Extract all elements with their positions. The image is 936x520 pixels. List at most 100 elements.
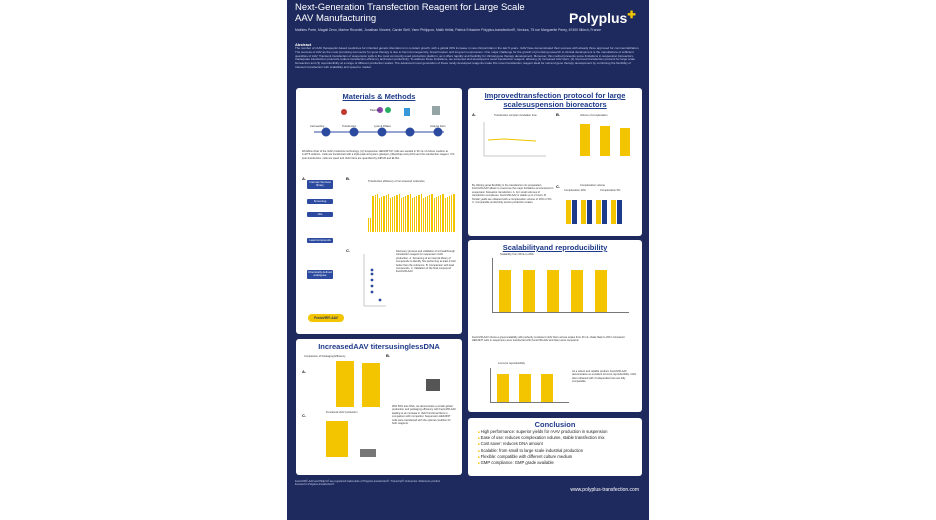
complexation-bar [566, 200, 571, 224]
scale-bar [571, 270, 583, 312]
label-c: C. [346, 248, 350, 253]
conclusion-item: Scalable: from small to large scale indu… [478, 448, 642, 454]
step-node [349, 127, 359, 137]
screening-bar [448, 196, 451, 232]
screening-bar [392, 197, 394, 232]
screening-bar [444, 198, 446, 232]
step-label: Cell seeding [310, 125, 325, 128]
label-a: A. [302, 176, 306, 181]
screening-bar [396, 195, 398, 232]
conclusion-panel: Conclusion High performance: superior yi… [468, 418, 642, 476]
lot-bar [519, 374, 531, 402]
abstract-text: The number of rAAV therapeutic-based med… [295, 47, 640, 69]
bar-group [581, 200, 592, 224]
chart-a-title: Comparison of Packaging Efficiency [304, 355, 346, 358]
screening-bar [400, 198, 402, 232]
screening-bar [416, 196, 418, 232]
complexation-bar [581, 200, 586, 224]
titers-panel: IncreasedAAV titersusinglessDNA A. Compa… [296, 339, 462, 475]
screening-bar [407, 195, 409, 232]
materials-text: Workflow chart of the rAAV production te… [302, 150, 455, 160]
screening-bar [368, 218, 370, 232]
footer-notes: FectoVIR®-AAV and PEIpro® are registered… [295, 480, 440, 487]
screening-bar [453, 194, 455, 232]
conclusion-title: Conclusion [534, 420, 576, 429]
lot-bars [490, 368, 569, 403]
flow-screening: Screening [307, 199, 333, 205]
label-c: C. [556, 184, 560, 189]
conclusion-list: High performance: superior yields for rA… [468, 429, 642, 466]
lot-bar [497, 374, 509, 402]
screening-bar [383, 196, 385, 232]
volume-bar [620, 128, 630, 156]
screening-bar [446, 197, 448, 232]
screening-bar [372, 196, 374, 232]
volume-bar [600, 126, 610, 156]
titer-bar [362, 363, 380, 407]
chart-a-title: Transfection complex incubation time [494, 114, 537, 117]
titers-title: IncreasedAAV titersusinglessDNA [318, 342, 440, 351]
screening-bar [440, 195, 442, 232]
titers-text: With 50% less DNA, we demonstrate a simi… [392, 405, 456, 426]
label-a: A. [472, 112, 476, 117]
tube-icon [404, 108, 410, 116]
workflow-diagram [314, 106, 444, 137]
screening-bar [387, 194, 389, 232]
complexation-bar [596, 200, 601, 224]
chart-c-title: Complexation volume [580, 184, 605, 187]
flow-hits: Hits [307, 212, 333, 218]
complexation-bar [617, 200, 622, 224]
cell-icon [341, 109, 347, 115]
website-link[interactable]: www.polyplus-transfection.com [570, 487, 639, 493]
logo-text: Polyplus [569, 10, 628, 26]
volume-bar [580, 124, 590, 156]
complexation-bar [587, 200, 592, 224]
screening-bar [420, 194, 422, 232]
label-a: A. [302, 369, 306, 374]
scale-bar [499, 270, 511, 312]
bar-group [611, 200, 622, 224]
label-b: B. [556, 112, 560, 117]
abstract-heading: Abstract [295, 42, 312, 47]
conclusion-item: GMP compliance: GMP grade available [478, 460, 642, 466]
plasmid-icon [385, 107, 391, 113]
plasmid-icon [377, 107, 383, 113]
titer-bar [336, 361, 354, 407]
reproducibility-text: As a robust and reliable product, FectoV… [572, 370, 637, 384]
conclusion-item: Flexible: compatible with different cult… [478, 454, 642, 460]
incubation-line-chart [483, 122, 546, 157]
protocol-text: By offering great flexibility in the tra… [472, 184, 554, 205]
poster: Next-Generation Transfection Reagent for… [287, 0, 649, 520]
screening-bar [376, 194, 378, 232]
complexation-bar [602, 200, 607, 224]
screening-bar [409, 194, 411, 232]
polyplus-logo: Polyplus✚ [569, 10, 636, 26]
protocol-panel: Improvedtransfection protocol for large … [468, 88, 642, 236]
titer-bar [360, 449, 376, 457]
materials-panel: Materials & Methods Cell seeding Transfe… [296, 88, 462, 334]
screening-bar [433, 198, 435, 232]
step-label: Transfection [342, 125, 357, 128]
screening-bar [370, 218, 372, 232]
screening-bars [368, 188, 455, 232]
step-node [405, 127, 415, 137]
screening-bar [403, 197, 405, 232]
screening-bar [451, 195, 453, 232]
complexation-bar [572, 200, 577, 224]
bar-group [596, 200, 607, 224]
flow-library: Internal chemical library [307, 180, 333, 189]
step-node [321, 127, 331, 137]
conclusion-item: High performance: superior yields for rA… [478, 429, 642, 435]
screening-chart-title: Transfection efficiency of 1st screened … [368, 180, 425, 183]
screening-bar [405, 196, 407, 232]
label-b: B. [386, 353, 390, 358]
discovery-text: Discovery process and validation of a br… [396, 250, 456, 274]
legend-item: Complexation 10% [564, 189, 586, 192]
screening-bar [385, 195, 387, 232]
screening-bar [398, 194, 400, 232]
poster-title: Next-Generation Transfection Reagent for… [295, 2, 525, 24]
lot-bar [541, 374, 553, 402]
screening-bar [394, 196, 396, 232]
scalability-text: FectoVIR-AAV shows a great scalability w… [472, 336, 626, 343]
plate-icon [432, 106, 440, 115]
